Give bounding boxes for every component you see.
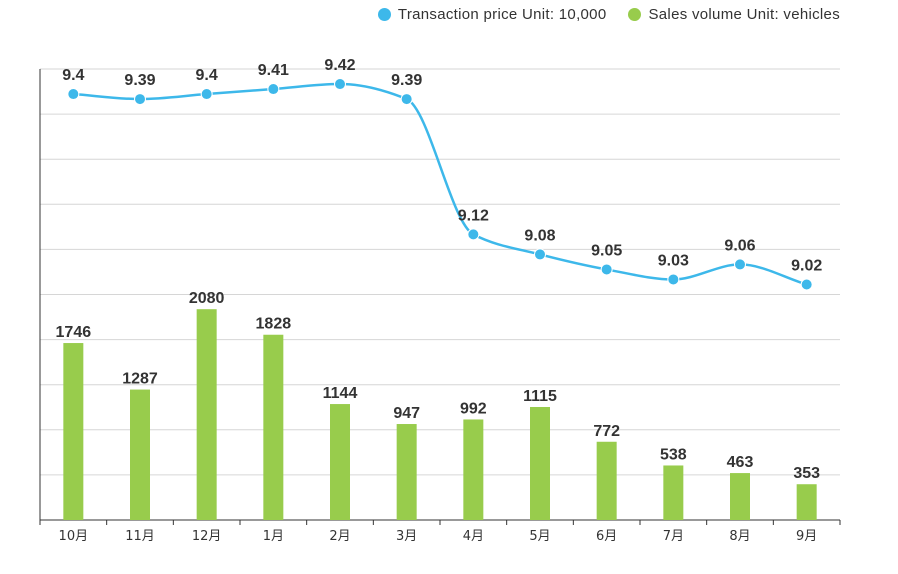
price-point xyxy=(667,273,680,286)
volume-data-label: 772 xyxy=(593,423,620,440)
price-data-label: 9.39 xyxy=(124,72,155,89)
x-tick-label: 4月 xyxy=(463,529,484,544)
price-data-label: 9.06 xyxy=(724,237,755,254)
volume-bar xyxy=(663,465,684,520)
volume-bar xyxy=(196,309,217,520)
volume-data-label: 1115 xyxy=(523,388,557,405)
volume-data-label: 463 xyxy=(727,454,754,471)
price-point xyxy=(134,93,146,106)
volume-data-label: 1828 xyxy=(256,316,292,333)
volume-bar xyxy=(463,419,484,520)
price-data-label: 9.05 xyxy=(591,242,622,259)
price-data-label: 9.08 xyxy=(524,227,555,244)
price-point xyxy=(734,258,746,271)
volume-bar xyxy=(263,334,284,520)
price-point xyxy=(67,88,80,101)
volume-data-label: 947 xyxy=(393,405,420,422)
price-data-label: 9.02 xyxy=(791,257,822,274)
x-tick-label: 12月 xyxy=(192,529,222,544)
x-tick-label: 5月 xyxy=(529,529,550,544)
legend-item-volume[interactable]: Sales volume Unit: vehicles xyxy=(628,6,840,23)
price-point xyxy=(200,88,213,101)
price-point xyxy=(267,83,280,96)
price-data-label: 9.39 xyxy=(391,72,422,89)
price-data-label: 9.03 xyxy=(658,252,689,269)
volume-bar xyxy=(730,473,750,520)
x-tick-label: 3月 xyxy=(396,529,417,544)
x-tick-label: 9月 xyxy=(796,529,817,544)
legend-volume-marker xyxy=(628,8,642,21)
volume-data-label: 538 xyxy=(660,446,687,463)
volume-bar xyxy=(63,343,84,520)
legend-price-label: Transaction price Unit: 10,000 xyxy=(397,6,607,23)
volume-data-label: 1746 xyxy=(56,324,92,341)
price-point xyxy=(600,263,613,276)
volume-data-label: 2080 xyxy=(189,290,225,307)
price-point xyxy=(334,78,346,91)
x-tick-label: 7月 xyxy=(663,529,684,544)
legend-volume-label: Sales volume Unit: vehicles xyxy=(648,6,840,23)
volume-bar xyxy=(130,389,150,520)
x-tick-label: 2月 xyxy=(329,529,350,544)
price-data-label: 9.41 xyxy=(258,62,289,79)
volume-bar xyxy=(396,424,417,520)
volume-data-label: 1144 xyxy=(323,385,358,402)
price-point xyxy=(467,228,480,241)
x-tick-label: 11月 xyxy=(125,529,155,544)
price-data-label: 9.12 xyxy=(458,207,489,224)
legend: Transaction price Unit: 10,000 Sales vol… xyxy=(377,6,840,23)
volume-bar xyxy=(796,484,817,520)
volume-bar xyxy=(530,406,550,520)
x-tick-label: 6月 xyxy=(596,529,617,544)
x-tick-label: 1月 xyxy=(263,529,284,544)
price-point xyxy=(534,248,546,261)
x-tick-label: 10月 xyxy=(59,529,89,544)
price-point xyxy=(800,278,813,291)
price-data-label: 9.42 xyxy=(324,57,355,74)
volume-data-label: 1287 xyxy=(122,371,158,388)
volume-bar xyxy=(596,441,617,520)
legend-item-price[interactable]: Transaction price Unit: 10,000 xyxy=(377,6,607,23)
price-data-label: 9.4 xyxy=(62,67,84,84)
price-data-label: 9.4 xyxy=(196,67,218,84)
price-point xyxy=(400,93,413,106)
volume-bar xyxy=(330,404,350,520)
volume-data-label: 992 xyxy=(460,400,487,417)
x-tick-label: 8月 xyxy=(729,529,750,544)
volume-data-label: 353 xyxy=(793,465,820,482)
legend-price-marker xyxy=(377,8,391,21)
